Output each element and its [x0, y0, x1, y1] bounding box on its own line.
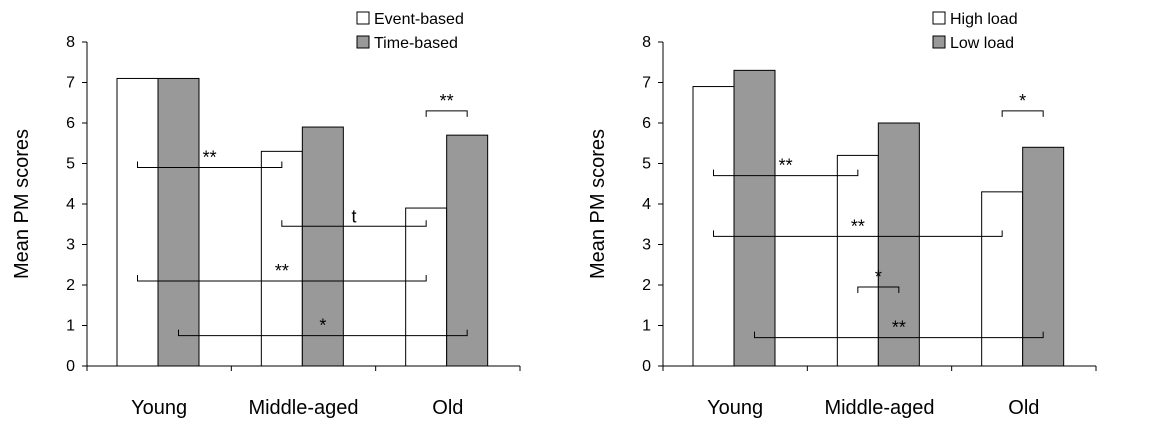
legend-swatch-1	[356, 35, 370, 49]
y-tick-label: 8	[66, 34, 75, 51]
y-tick-label: 2	[66, 277, 75, 294]
y-tick-label: 4	[66, 196, 75, 213]
y-tick-label: 6	[66, 115, 75, 132]
y-tick-label: 5	[642, 156, 651, 173]
bar-low-load-2	[1022, 146, 1065, 367]
y-tick-label: 7	[66, 75, 75, 92]
bar-high-load-0	[692, 86, 735, 367]
significance-label: t	[351, 206, 356, 226]
x-category-label: Middle-aged	[248, 397, 358, 419]
y-tick-label: 6	[642, 115, 651, 132]
significance-bracket	[857, 286, 900, 294]
significance-bracket	[425, 110, 468, 117]
y-tick-label: 5	[66, 156, 75, 173]
y-tick-label: 3	[642, 237, 651, 254]
bar-time-based-2	[446, 134, 489, 367]
significance-label: *	[875, 267, 882, 287]
x-category-label: Young	[707, 397, 763, 419]
bar-high-load-2	[981, 191, 1024, 367]
significance-label: **	[779, 156, 793, 176]
y-tick-label: 1	[66, 318, 75, 335]
significance-bracket	[178, 329, 468, 337]
y-tick-label: 0	[642, 358, 651, 375]
y-tick-label: 1	[642, 318, 651, 335]
x-category-label: Old	[1008, 397, 1039, 419]
x-category-label: Middle-aged	[824, 397, 934, 419]
y-tick-label: 4	[642, 196, 651, 213]
significance-bracket	[281, 220, 427, 227]
chart-left: 0 1 2 3 4 5 6 7 8 Young Middle-aged Old Mean PM scor…	[11, 11, 521, 419]
y-axis-title: Mean PM scores	[587, 129, 609, 279]
significance-bracket	[1001, 110, 1044, 117]
legend-label-0: Event-based	[374, 11, 464, 28]
y-tick-label: 7	[642, 75, 651, 92]
bar-high-load-1	[836, 154, 879, 367]
bar-event-based-1	[260, 150, 303, 367]
legend-swatch-1	[932, 35, 946, 49]
y-tick-label: 8	[642, 34, 651, 51]
legend-label-0: High load	[950, 11, 1018, 28]
y-tick-label: 0	[66, 358, 75, 375]
significance-bracket	[137, 161, 283, 169]
significance-label: **	[892, 318, 906, 338]
bar-time-based-0	[157, 77, 200, 367]
y-axis-title: Mean PM scores	[11, 129, 33, 279]
legend-swatch-0	[356, 11, 370, 25]
bar-low-load-1	[877, 122, 920, 367]
legend-label-1: Time-based	[374, 35, 458, 52]
significance-bracket	[713, 230, 1003, 237]
bar-time-based-1	[301, 126, 344, 367]
significance-label: **	[851, 216, 865, 236]
significance-bracket	[754, 331, 1044, 339]
significance-bracket	[713, 169, 859, 177]
chart-right: 0 1 2 3 4 5 6 7 8 Young Middle-aged Old Mean PM scor…	[587, 11, 1097, 419]
y-tick-label: 3	[66, 237, 75, 254]
x-category-label: Young	[131, 397, 187, 419]
legend-swatch-0	[932, 11, 946, 25]
significance-label: *	[319, 316, 326, 336]
x-category-label: Old	[432, 397, 463, 419]
y-tick-label: 2	[642, 277, 651, 294]
significance-label: **	[275, 261, 289, 281]
legend-label-1: Low load	[950, 35, 1014, 52]
significance-label: **	[203, 148, 217, 168]
bar-event-based-2	[405, 207, 448, 367]
significance-label: *	[1019, 91, 1026, 111]
significance-bracket	[137, 274, 427, 282]
bar-low-load-0	[733, 69, 776, 367]
significance-label: **	[440, 91, 454, 111]
bar-event-based-0	[116, 77, 159, 367]
